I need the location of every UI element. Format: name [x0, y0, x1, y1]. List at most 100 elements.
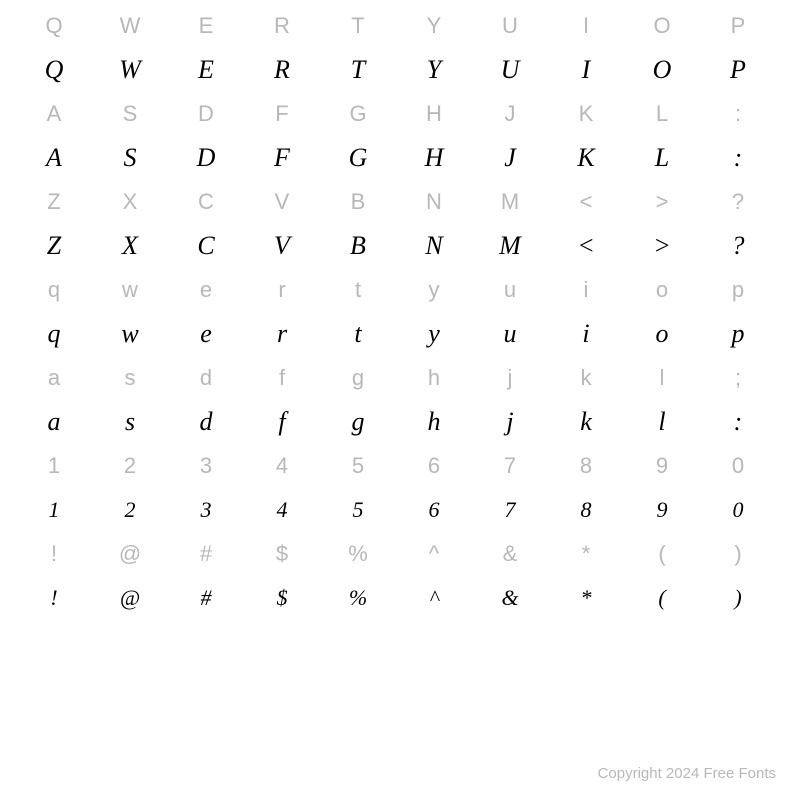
ref-cell: y	[396, 276, 472, 304]
sample-cell: A	[16, 128, 92, 188]
sample-cell: *	[548, 568, 624, 628]
ref-cell: r	[244, 276, 320, 304]
sample-cell: 3	[168, 480, 244, 540]
ref-cell: X	[92, 188, 168, 216]
ref-cell: A	[16, 100, 92, 128]
sample-row: A S D F G H J K L :	[16, 128, 784, 188]
ref-cell: t	[320, 276, 396, 304]
sample-cell: G	[320, 128, 396, 188]
ref-cell: h	[396, 364, 472, 392]
sample-cell: 2	[92, 480, 168, 540]
ref-cell: B	[320, 188, 396, 216]
sample-cell: #	[168, 568, 244, 628]
sample-cell: C	[168, 216, 244, 276]
ref-cell: J	[472, 100, 548, 128]
ref-cell: C	[168, 188, 244, 216]
sample-cell: U	[472, 40, 548, 100]
ref-cell: l	[624, 364, 700, 392]
sample-cell: &	[472, 568, 548, 628]
sample-cell: w	[92, 304, 168, 364]
sample-cell: h	[396, 392, 472, 452]
sample-cell: I	[548, 40, 624, 100]
ref-cell: S	[92, 100, 168, 128]
sample-cell: y	[396, 304, 472, 364]
sample-cell: R	[244, 40, 320, 100]
ref-cell: Z	[16, 188, 92, 216]
ref-cell: a	[16, 364, 92, 392]
ref-cell: O	[624, 12, 700, 40]
sample-cell: S	[92, 128, 168, 188]
sample-row: a s d f g h j k l :	[16, 392, 784, 452]
sample-cell: F	[244, 128, 320, 188]
sample-cell: )	[700, 568, 776, 628]
ref-cell: i	[548, 276, 624, 304]
ref-cell: %	[320, 540, 396, 568]
ref-cell: ?	[700, 188, 776, 216]
sample-cell: J	[472, 128, 548, 188]
sample-cell: B	[320, 216, 396, 276]
ref-cell: Q	[16, 12, 92, 40]
sample-cell: <	[548, 216, 624, 276]
ref-row: q w e r t y u i o p	[16, 276, 784, 304]
ref-cell: 7	[472, 452, 548, 480]
ref-cell: 8	[548, 452, 624, 480]
ref-cell: u	[472, 276, 548, 304]
sample-row: Z X C V B N M < > ?	[16, 216, 784, 276]
sample-cell: !	[16, 568, 92, 628]
sample-cell: 6	[396, 480, 472, 540]
sample-cell: q	[16, 304, 92, 364]
ref-cell: @	[92, 540, 168, 568]
sample-cell: @	[92, 568, 168, 628]
ref-cell: 5	[320, 452, 396, 480]
ref-cell: G	[320, 100, 396, 128]
ref-cell: K	[548, 100, 624, 128]
sample-cell: O	[624, 40, 700, 100]
sample-cell: E	[168, 40, 244, 100]
sample-cell: 4	[244, 480, 320, 540]
sample-cell: D	[168, 128, 244, 188]
ref-cell: (	[624, 540, 700, 568]
ref-cell: U	[472, 12, 548, 40]
ref-cell: 1	[16, 452, 92, 480]
sample-cell: j	[472, 392, 548, 452]
ref-cell: )	[700, 540, 776, 568]
sample-cell: ?	[700, 216, 776, 276]
ref-cell: :	[700, 100, 776, 128]
ref-cell: L	[624, 100, 700, 128]
sample-cell: 0	[700, 480, 776, 540]
sample-cell: %	[320, 568, 396, 628]
ref-cell: M	[472, 188, 548, 216]
sample-cell: d	[168, 392, 244, 452]
sample-cell: k	[548, 392, 624, 452]
sample-cell: T	[320, 40, 396, 100]
ref-cell: R	[244, 12, 320, 40]
ref-row: 1 2 3 4 5 6 7 8 9 0	[16, 452, 784, 480]
ref-cell: w	[92, 276, 168, 304]
sample-cell: K	[548, 128, 624, 188]
ref-cell: !	[16, 540, 92, 568]
ref-cell: T	[320, 12, 396, 40]
ref-cell: ;	[700, 364, 776, 392]
ref-cell: d	[168, 364, 244, 392]
ref-cell: e	[168, 276, 244, 304]
sample-cell: p	[700, 304, 776, 364]
ref-cell: &	[472, 540, 548, 568]
sample-cell: 9	[624, 480, 700, 540]
ref-cell: W	[92, 12, 168, 40]
sample-cell: s	[92, 392, 168, 452]
sample-cell: W	[92, 40, 168, 100]
ref-cell: q	[16, 276, 92, 304]
sample-cell: ^	[396, 568, 472, 628]
ref-cell: g	[320, 364, 396, 392]
ref-cell: j	[472, 364, 548, 392]
sample-cell: 5	[320, 480, 396, 540]
ref-cell: E	[168, 12, 244, 40]
sample-cell: u	[472, 304, 548, 364]
sample-cell: :	[700, 128, 776, 188]
ref-cell: <	[548, 188, 624, 216]
sample-cell: 1	[16, 480, 92, 540]
ref-cell: p	[700, 276, 776, 304]
sample-cell: $	[244, 568, 320, 628]
ref-cell: k	[548, 364, 624, 392]
ref-cell: $	[244, 540, 320, 568]
